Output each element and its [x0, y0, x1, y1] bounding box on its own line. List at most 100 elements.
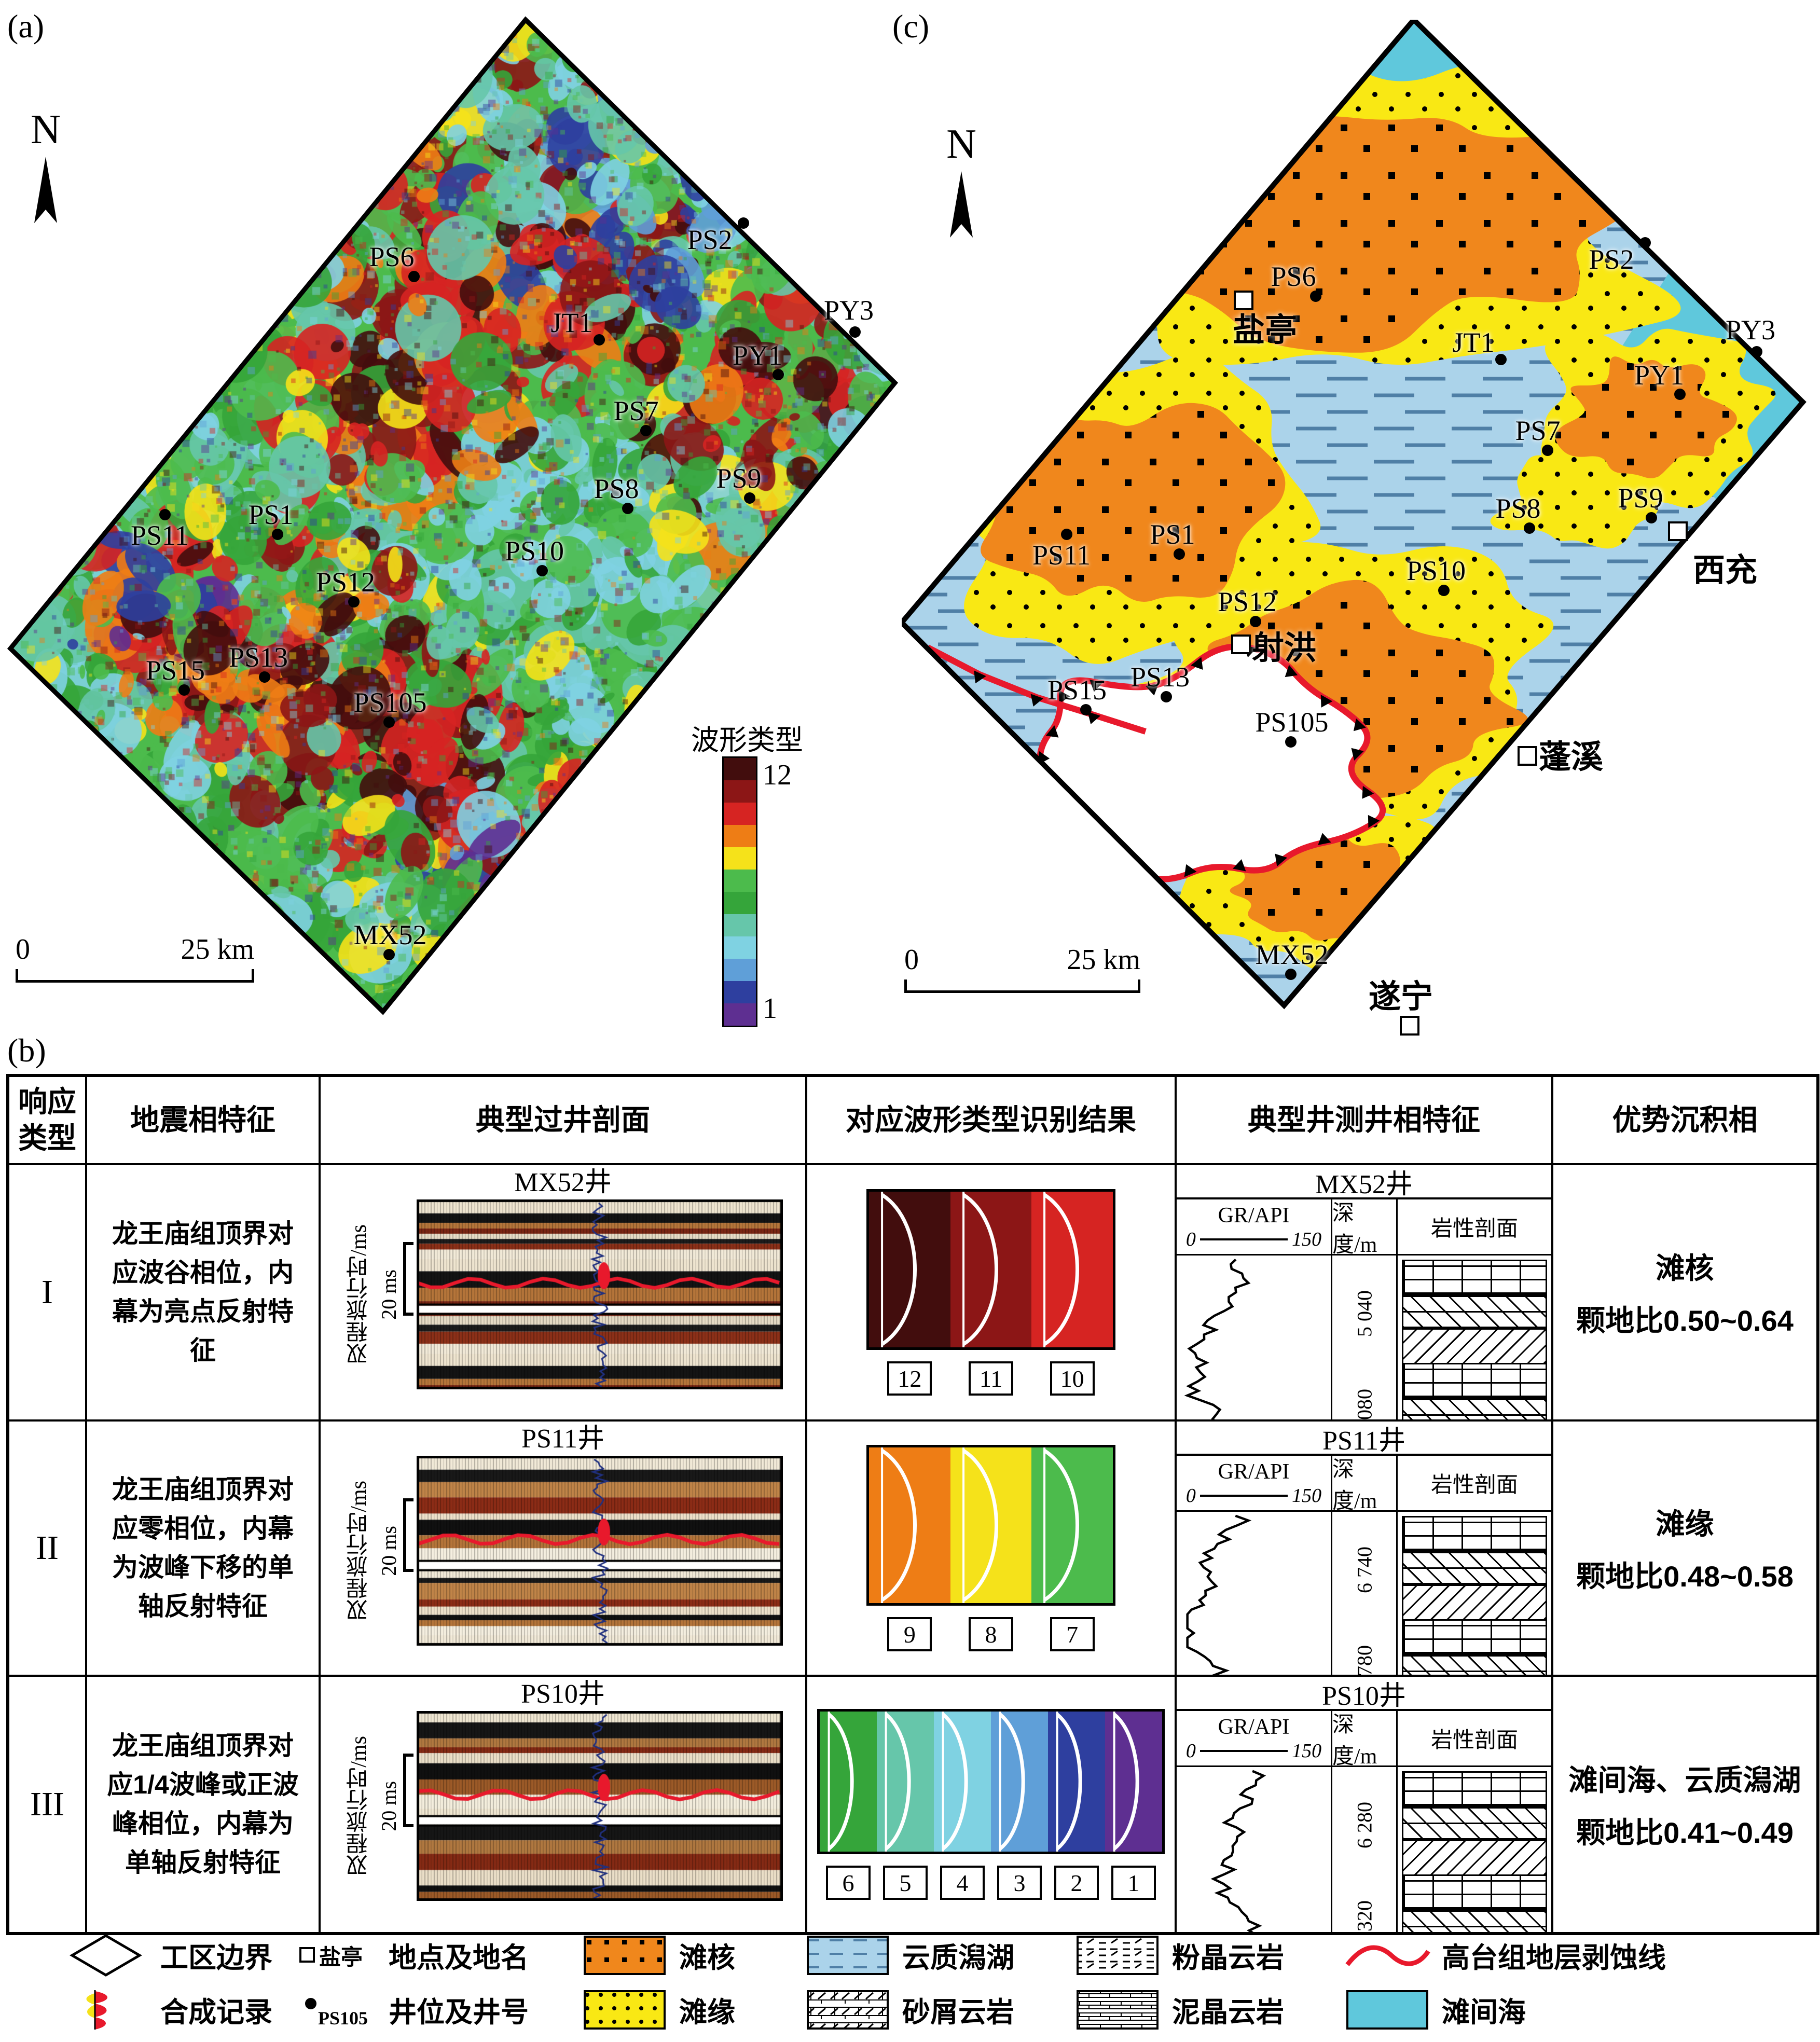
- waveform-curve-icon: [820, 1712, 877, 1852]
- waveform-panel: [1105, 1712, 1162, 1852]
- waveform-panel: [934, 1712, 991, 1852]
- place-square-icon: [1231, 634, 1251, 654]
- profile-cell: MX52井 双程旅行时/ms 20 ms: [321, 1165, 807, 1422]
- legend-label: 泥晶云岩: [1172, 1997, 1284, 2028]
- well-dot: [1646, 512, 1657, 523]
- waveform-panel: [869, 1447, 950, 1603]
- well-dot: [348, 596, 360, 608]
- well-dot: [1285, 969, 1297, 980]
- panel-b-label: (b): [7, 1032, 46, 1069]
- seismic-section: [417, 1711, 783, 1901]
- lithology-block: [1402, 1328, 1547, 1364]
- place-square-icon: [1234, 291, 1253, 310]
- well-label: PS15: [1047, 674, 1107, 706]
- profile-well-title: PS11井: [521, 1424, 604, 1454]
- waveform-numbers: 12 11 10: [869, 1361, 1113, 1396]
- lithology-block: [1402, 1908, 1547, 1932]
- class-number: 12: [887, 1361, 932, 1396]
- lithology-column: [1398, 1255, 1551, 1419]
- facies-name: 滩核: [1656, 1252, 1714, 1285]
- depth-column: 6 740 6 780: [1332, 1512, 1398, 1675]
- well-dot: [1250, 616, 1261, 627]
- well-label: PS105: [353, 687, 427, 718]
- seismic-feature-text: 龙王庙组顶界对应波谷相位，内幕为亮点反射特征: [87, 1165, 321, 1422]
- svg-text:盐亭: 盐亭: [319, 1946, 363, 1970]
- legend-label: 工区边界: [160, 1942, 272, 1974]
- class-number: 2: [1054, 1866, 1099, 1900]
- place-name: 射洪: [1251, 630, 1317, 666]
- lithology-block: [1402, 1516, 1547, 1552]
- waveform-curve-icon: [950, 1192, 1032, 1347]
- well-label: PS10: [504, 535, 564, 567]
- panel-c-label: (c): [892, 8, 930, 45]
- well-dot: [159, 509, 171, 520]
- waveform-curve-icon: [869, 1447, 950, 1603]
- well-label: PS9: [716, 463, 762, 494]
- scale-bracket: [403, 1242, 413, 1316]
- margin-swatch: [584, 1990, 666, 2030]
- waveform-panels: [866, 1189, 1115, 1350]
- well-label: PS1: [248, 499, 294, 530]
- legend-label: 砂屑云岩: [902, 1997, 1014, 2028]
- depth-column: 5 040 5 080: [1332, 1255, 1398, 1419]
- well-label: MX52: [1255, 939, 1329, 970]
- place-name: 遂宁: [1368, 979, 1433, 1015]
- scale-bracket: [403, 1498, 413, 1572]
- time-scale-label: 20 ms: [377, 1525, 401, 1576]
- well-label: JT1: [550, 307, 593, 338]
- depth-column: 6 280 6 320: [1332, 1767, 1398, 1932]
- time-axis: 双程旅行时/ms 20 ms: [343, 1198, 417, 1390]
- waveform-panel: [877, 1712, 934, 1852]
- well-dot: [408, 271, 420, 282]
- depth-header: 深度/m: [1332, 1456, 1398, 1513]
- scale-bar-c: 0 25 km: [904, 943, 1140, 993]
- place-name: 西充: [1692, 553, 1758, 588]
- class-number: 6: [826, 1866, 871, 1900]
- lithology-block: [1402, 1653, 1547, 1675]
- dominant-facies-cell: 滩间海、云质潟湖 颗地比0.41~0.49: [1553, 1677, 1816, 1932]
- well-dot: [383, 949, 395, 960]
- gr-label: GR/API: [1218, 1203, 1290, 1227]
- waveform-panel: [950, 1192, 1032, 1347]
- synthetic-record-icon: [86, 1990, 107, 2030]
- scale-dist: 25 km: [181, 933, 254, 965]
- scale-line: [16, 969, 254, 983]
- legend-label: 滩核: [679, 1942, 735, 1974]
- legend-item-sand-dolomite: 砂屑云岩: [804, 1982, 1073, 2037]
- well-dot: [594, 334, 605, 346]
- profile-cell: PS11井 双程旅行时/ms 20 ms: [321, 1422, 807, 1677]
- well-label: PY3: [823, 295, 874, 326]
- well-label: PS2: [1589, 244, 1634, 275]
- boundary-icon: [70, 1934, 142, 1977]
- header-profile: 典型过井剖面: [321, 1077, 807, 1165]
- legend-item-sea: 滩间海: [1343, 1982, 1758, 2037]
- well-dot: [1674, 389, 1686, 400]
- waveform-class-cell: 9 8 7: [807, 1422, 1177, 1677]
- lithology-block: [1402, 1805, 1547, 1842]
- place-icon: 盐亭: [299, 1946, 363, 1970]
- header-dominant-facies: 优势沉积相: [1553, 1077, 1816, 1165]
- well-dot: [259, 671, 270, 683]
- header-waveform-result: 对应波形类型识别结果: [807, 1077, 1177, 1165]
- gr-min: 0: [1185, 1484, 1196, 1507]
- waveform-numbers: 9 8 7: [869, 1617, 1113, 1651]
- time-axis: 双程旅行时/ms 20 ms: [343, 1710, 417, 1902]
- lith-header: 岩性剖面: [1398, 1199, 1551, 1255]
- time-axis-label: 双程旅行时/ms: [347, 1480, 371, 1621]
- lithology-block: [1402, 1771, 1547, 1808]
- facies-ratio: 颗地比0.48~0.58: [1576, 1560, 1794, 1593]
- row-type: III: [9, 1677, 87, 1932]
- gr-curve: [1177, 1512, 1332, 1675]
- wells-overlay-a: PS6 PS2 JT1 PY3 PY1 PS7 PS9 PS8: [0, 0, 913, 1040]
- well-dot: [849, 326, 861, 338]
- lagoon-swatch: [807, 1935, 889, 1975]
- waveform-panel: [991, 1712, 1048, 1852]
- class-number: 9: [887, 1617, 932, 1651]
- scale-dist: 25 km: [1067, 944, 1140, 976]
- seismic-section: [417, 1199, 783, 1389]
- well-label: PS10: [1406, 555, 1466, 586]
- gr-label: GR/API: [1218, 1459, 1290, 1484]
- class-number: 11: [968, 1361, 1013, 1396]
